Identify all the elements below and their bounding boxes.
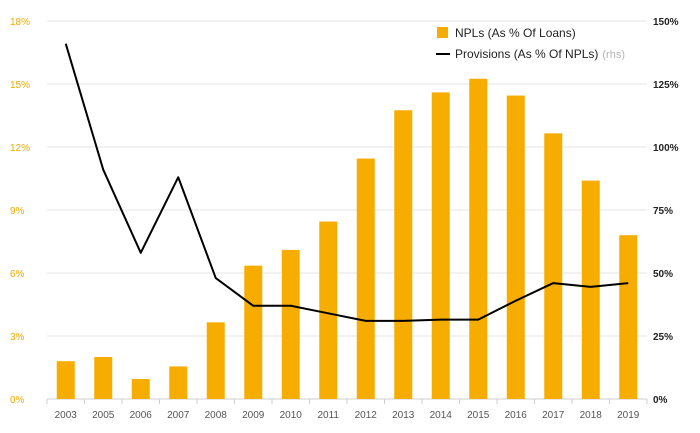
y-left-tick-label: 18%	[10, 17, 30, 28]
legend-label-provisions: Provisions (As % Of NPLs) (rhs)	[455, 47, 625, 61]
bar	[56, 361, 75, 399]
legend-swatch-npls	[437, 27, 448, 38]
series-line	[64, 43, 629, 322]
y-right-tick-label: 75%	[653, 206, 673, 217]
y-left-tick-label: 12%	[10, 143, 30, 154]
bar	[356, 158, 375, 399]
legend-label-provisions-main: Provisions (As % Of NPLs)	[455, 47, 598, 61]
y-left-tick-label: 9%	[10, 206, 25, 217]
x-tick-label: 2012	[355, 410, 378, 421]
legend-label-npls: NPLs (As % Of Loans)	[455, 26, 576, 40]
bar	[244, 265, 263, 399]
bar	[544, 133, 563, 399]
bar	[506, 95, 525, 400]
grid-lines	[47, 20, 647, 400]
y-right-tick-label: 100%	[653, 143, 679, 154]
x-tick-label: 2011	[317, 410, 339, 421]
x-tick-label: 2014	[430, 410, 453, 421]
bar	[469, 78, 488, 399]
x-tick-label: 2003	[55, 410, 78, 421]
x-tick-label: 2017	[542, 410, 565, 421]
legend-label-provisions-suffix: (rhs)	[602, 49, 625, 61]
y-right-tick-label: 150%	[653, 17, 679, 28]
y-right-tick-label: 25%	[653, 332, 673, 343]
y-left-tick-label: 3%	[10, 332, 25, 343]
x-tick-label: 2018	[580, 410, 603, 421]
bar	[581, 180, 600, 399]
x-tick-label: 2019	[617, 410, 640, 421]
bar	[281, 249, 300, 399]
bar	[431, 92, 450, 400]
y-left-tick-label: 15%	[10, 80, 30, 91]
line-series	[64, 43, 629, 322]
x-tick-label: 2009	[242, 410, 265, 421]
x-axis-labels: 2003 2005 2006 2007 2008 2009 2010 2011 2012 2013…	[55, 410, 640, 421]
x-tick-label: 2010	[280, 410, 303, 421]
x-tick-label: 2016	[505, 410, 528, 421]
bar	[206, 322, 225, 399]
y-left-tick-label: 6%	[10, 269, 25, 280]
bar	[94, 357, 113, 399]
bar	[319, 221, 338, 399]
bar-series	[56, 78, 638, 400]
y-right-tick-label: 125%	[653, 80, 679, 91]
x-tick-label: 2007	[167, 410, 190, 421]
x-tick-label: 2006	[130, 410, 153, 421]
x-tick-label: 2008	[205, 410, 228, 421]
y-axis-left: 0% 3% 6% 9% 12% 15% 18%	[10, 17, 30, 406]
y-right-tick-label: 0%	[653, 395, 668, 406]
bar	[619, 235, 638, 399]
bar	[169, 366, 188, 399]
x-axis-ticks	[46, 399, 648, 404]
x-tick-label: 2005	[92, 410, 115, 421]
y-axis-right: 0% 25% 50% 75% 100% 125% 150%	[653, 17, 679, 406]
bar	[131, 379, 150, 399]
x-tick-label: 2015	[467, 410, 490, 421]
x-tick-label: 2013	[392, 410, 415, 421]
bar	[394, 110, 413, 399]
y-left-tick-label: 0%	[10, 395, 25, 406]
y-right-tick-label: 50%	[653, 269, 673, 280]
legend: NPLs (As % Of Loans) Provisions (As % Of…	[436, 26, 625, 61]
